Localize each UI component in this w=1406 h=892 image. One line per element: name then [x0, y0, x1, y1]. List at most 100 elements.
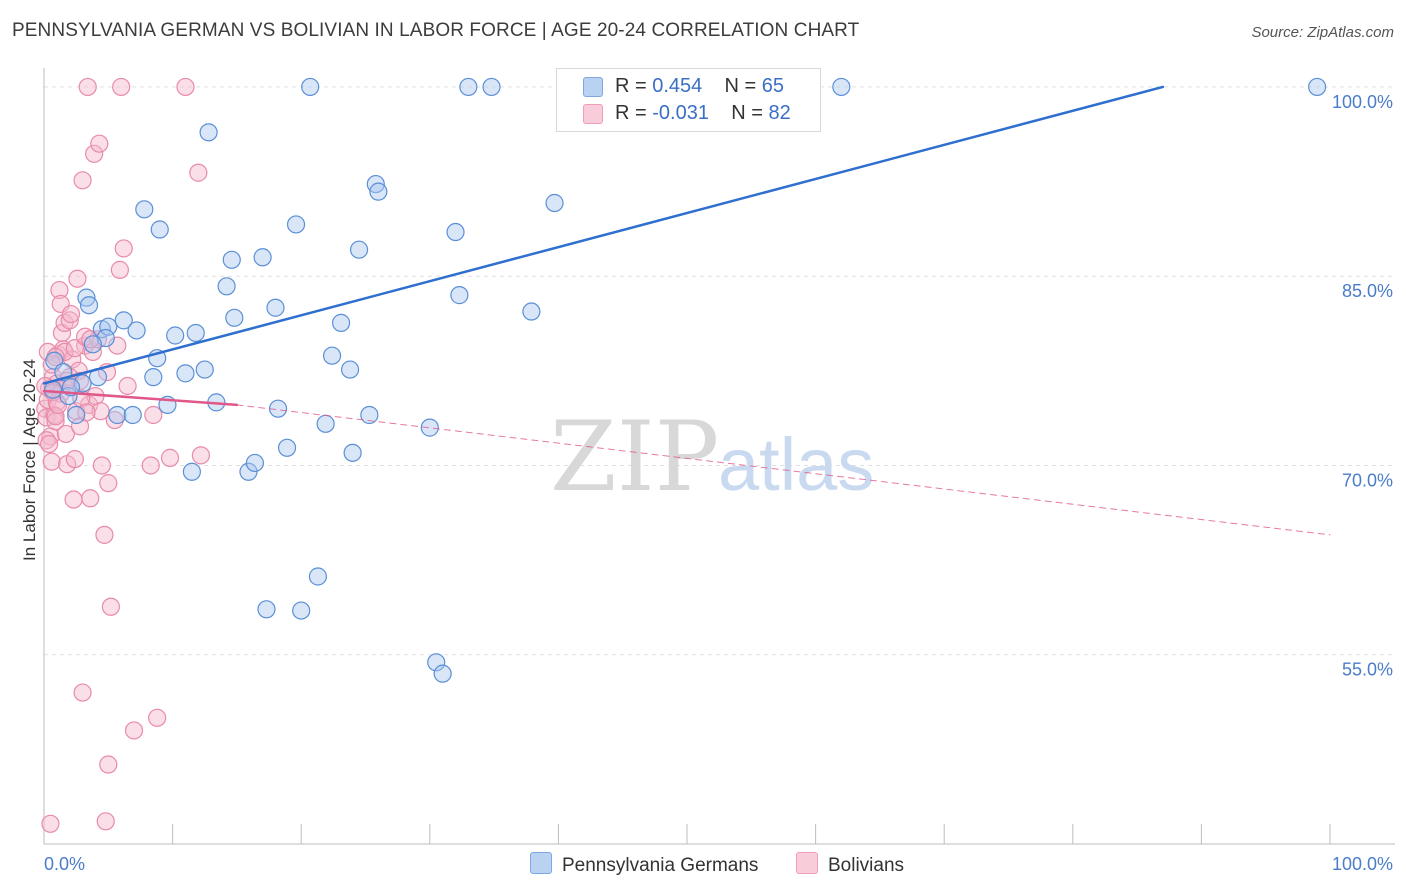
pennsylvania-germans-point [217, 277, 236, 296]
grid-layer [44, 86, 1395, 656]
bolivians-point [76, 327, 95, 346]
pennsylvania-germans-point [150, 220, 169, 239]
bolivians-point [78, 77, 97, 97]
bolivians-point [85, 144, 104, 163]
pennsylvania-germans-point [459, 77, 478, 97]
correlation-legend: R = 0.454 N = 65 R = -0.031 N = 82 [556, 68, 821, 132]
pennsylvania-germans-point [199, 123, 218, 142]
legend-text: R = -0.031 N = 82 [615, 102, 791, 125]
bolivians-point [40, 434, 59, 454]
pennsylvania-germans-point [166, 326, 185, 345]
legend-n-label: N = [724, 75, 757, 97]
pennsylvania-germans-point [144, 368, 163, 387]
bottom-legend-label: Pennsylvania Germans [562, 855, 759, 876]
pennsylvania-germans-point [135, 200, 154, 219]
pennsylvania-germans-point [450, 286, 469, 305]
pennsylvania-germans-point [253, 248, 272, 267]
pennsylvania-germans-point [446, 222, 465, 242]
bolivians-point [90, 134, 109, 153]
pennsylvania-germans-point [1308, 77, 1327, 97]
bolivians-point [112, 77, 131, 97]
bolivians-point [189, 163, 208, 182]
bolivians-point [96, 812, 115, 831]
trend-line-bolivians [42, 389, 239, 407]
bolivians-point [114, 239, 133, 258]
bolivians-point [144, 405, 163, 425]
bolivians-point [42, 452, 61, 471]
pennsylvania-germans-point [99, 317, 118, 336]
bolivians-point [65, 450, 84, 469]
bolivians-point [124, 721, 144, 740]
bolivians-point [81, 489, 100, 508]
bolivians-point [110, 260, 129, 279]
watermark-atlas: atlas [718, 423, 874, 506]
bolivians-point [41, 814, 60, 833]
bolivians-point [61, 304, 81, 324]
pennsylvania-germans-point [114, 311, 133, 330]
bottom-legend-label: Bolivians [828, 855, 905, 876]
pennsylvania-germans-point [257, 600, 276, 619]
legend-n-label: N = [731, 102, 763, 124]
tick-labels: 55.0% 70.0% 85.0% 100.0% 0.0% 100.0% [44, 92, 1393, 874]
pennsylvania-germans-point [79, 296, 99, 315]
chart-title: PENNSYLVANIA GERMAN VS BOLIVIAN IN LABOR… [12, 20, 860, 41]
y-tick-label: 55.0% [1342, 660, 1393, 680]
pennsylvania-germans-point [67, 405, 86, 425]
pennsylvania-germans-point [127, 321, 146, 340]
pennsylvania-germans-point [73, 374, 92, 393]
pennsylvania-germans-point [369, 182, 388, 201]
bolivians-point [141, 456, 160, 475]
pennsylvania-germans-point [225, 308, 244, 327]
bolivians-point [148, 708, 167, 727]
pennsylvania-germans-point [245, 453, 265, 473]
trend-line-bolivians [236, 404, 1331, 536]
bolivians-point [81, 330, 100, 349]
bolivians-point [160, 448, 180, 467]
x-tick-label: 0.0% [44, 854, 85, 874]
pennsylvania-germans-point [420, 418, 439, 437]
pennsylvania-germans-points [43, 77, 1327, 683]
axis-layer [43, 68, 1395, 845]
pennsylvania-germans-point [222, 250, 241, 269]
pennsylvania-germans-point [123, 405, 142, 425]
pennsylvania-germans-point [340, 360, 360, 379]
bolivians-point [99, 755, 118, 774]
pennsylvania-germans-point [360, 405, 379, 425]
source-credit: Source: ZipAtlas.com [1251, 24, 1394, 41]
bottom-legend-pennsylvania-germans: Pennsylvania Germans [530, 852, 758, 877]
bolivians-point [191, 446, 210, 465]
bolivians-point [70, 371, 90, 391]
pennsylvania-germans-point [286, 215, 306, 234]
y-tick-label: 100.0% [1332, 92, 1393, 112]
pennsylvania-germans-point [343, 443, 362, 462]
legend-r-value: 0.454 [652, 75, 703, 97]
pennsylvania-germans-point [182, 462, 201, 481]
pennsylvania-germans-point [108, 405, 127, 425]
legend-n-value: 82 [768, 102, 791, 124]
pennsylvania-germans-point [186, 323, 205, 343]
pennsylvania-germans-point [83, 335, 102, 354]
pennsylvania-germans-point [301, 77, 320, 97]
legend-r-value: -0.031 [652, 102, 709, 124]
bolivians-point [64, 490, 83, 509]
watermark: ZIP atlas [550, 401, 874, 513]
bottom-legend-swatch-pink [796, 852, 818, 874]
bolivians-point [99, 474, 118, 493]
pennsylvania-germans-point [322, 346, 342, 365]
bottom-legend-bolivians: Bolivians [796, 852, 904, 877]
pennsylvania-germans-point [266, 298, 285, 317]
pennsylvania-germans-point [316, 414, 335, 433]
pennsylvania-germans-point [277, 438, 297, 457]
bolivians-point [101, 597, 120, 616]
pennsylvania-germans-point [522, 302, 541, 321]
legend-n-value: 65 [761, 75, 785, 97]
pennsylvania-germans-point [349, 240, 369, 259]
bolivians-point [50, 280, 69, 300]
bolivians-point [73, 171, 92, 190]
legend-r-label: R = [615, 75, 647, 97]
bolivians-point [92, 456, 111, 475]
bolivians-point [95, 525, 114, 544]
bolivians-point [56, 424, 75, 444]
pennsylvania-germans-point [176, 364, 195, 383]
